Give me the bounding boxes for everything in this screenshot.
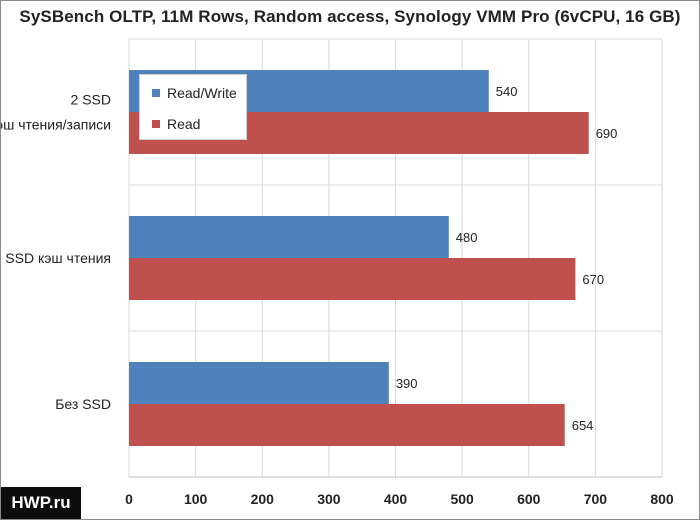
x-tick-label-100: 100: [184, 491, 208, 507]
bar-read-write-1: [129, 216, 449, 258]
x-tick-label-600: 600: [517, 491, 541, 507]
x-tick-label-400: 400: [384, 491, 408, 507]
legend-item-read: Read: [152, 115, 200, 133]
x-tick-label-200: 200: [251, 491, 275, 507]
category-label-0-line-1: кэш чтения/записи: [1, 117, 111, 133]
data-label-1-0: 480: [456, 230, 478, 245]
category-label-1: 1 SSD кэш чтения: [1, 250, 111, 266]
data-label-0-1: 690: [596, 126, 618, 141]
bar-read-1: [129, 258, 576, 300]
chart-legend: Read/Write Read: [139, 74, 247, 140]
data-label-1-1: 670: [582, 272, 604, 287]
bar-read-2: [129, 404, 565, 446]
chart-title: SySBench OLTP, 11M Rows, Random access, …: [19, 7, 681, 26]
x-tick-label-700: 700: [584, 491, 608, 507]
x-tick-label-0: 0: [125, 491, 133, 507]
category-label-2: Без SSD: [55, 396, 111, 412]
legend-label-read: Read: [167, 116, 201, 132]
legend-item-read-write: Read/Write: [152, 84, 237, 102]
x-tick-label-500: 500: [450, 491, 474, 507]
x-tick-label-800: 800: [650, 491, 674, 507]
legend-swatch-read-write: [152, 89, 160, 97]
bar-read-write-2: [129, 362, 389, 404]
data-label-0-0: 540: [496, 84, 518, 99]
site-watermark: HWP.ru: [1, 487, 81, 519]
x-tick-label-300: 300: [317, 491, 341, 507]
data-label-2-1: 654: [572, 418, 594, 433]
legend-label-read-write: Read/Write: [167, 85, 237, 101]
legend-swatch-read: [152, 120, 160, 128]
data-label-2-0: 390: [396, 376, 418, 391]
category-label-0-line-0: 2 SSD: [71, 92, 111, 108]
